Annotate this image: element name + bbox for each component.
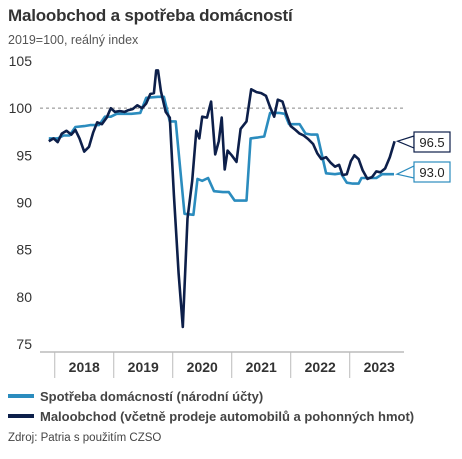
legend-label-maloobchod: Maloobchod (včetně prodeje automobilů a …: [40, 408, 415, 424]
x-tick-label-2019: 2019: [128, 359, 159, 375]
legend-swatch-spotreba: [8, 394, 34, 398]
x-tick-label-2018: 2018: [69, 359, 100, 375]
x-tick-label-2023: 2023: [364, 359, 395, 375]
y-tick-label-85: 85: [16, 242, 32, 258]
x-tick-label-2021: 2021: [246, 359, 277, 375]
end-label-spotreba-pointer: [395, 165, 415, 179]
end-label-maloobchod-pointer: [395, 135, 415, 149]
chart-subtitle: 2019=100, reálný index: [8, 33, 139, 47]
series-line-maloobchod: [48, 69, 396, 329]
legend-item-spotreba: Spotřeba domácností (národní účty): [8, 387, 414, 405]
y-tick-label-95: 95: [16, 147, 32, 163]
legend: Spotřeba domácností (národní účty) Maloo…: [8, 387, 414, 427]
y-tick-label-75: 75: [16, 336, 32, 352]
series-line-spotreba: [48, 95, 394, 217]
y-tick-label-105: 105: [9, 53, 33, 69]
legend-swatch-maloobchod: [8, 414, 34, 418]
legend-label-spotreba: Spotřeba domácností (národní účty): [40, 388, 264, 404]
end-label-spotreba-box: [413, 161, 451, 183]
end-label-spotreba: 93.0: [419, 165, 444, 180]
source-note: Zdroj: Patria s použitím CZSO: [8, 432, 162, 444]
y-tick-label-100: 100: [9, 100, 33, 116]
y-tick-label-90: 90: [16, 195, 32, 211]
x-tick-label-2020: 2020: [187, 359, 218, 375]
x-tick-label-2022: 2022: [305, 359, 336, 375]
y-tick-label-80: 80: [16, 289, 32, 305]
legend-item-maloobchod: Maloobchod (včetně prodeje automobilů a …: [8, 407, 414, 425]
chart-title: Maloobchod a spotřeba domácností: [8, 6, 293, 25]
end-label-maloobchod-box: [413, 131, 451, 153]
line-chart: 75 80 85 90 95 100 105 2018 2019 2020 2021 2022 2023…: [9, 53, 451, 378]
end-label-maloobchod: 96.5: [419, 135, 444, 150]
